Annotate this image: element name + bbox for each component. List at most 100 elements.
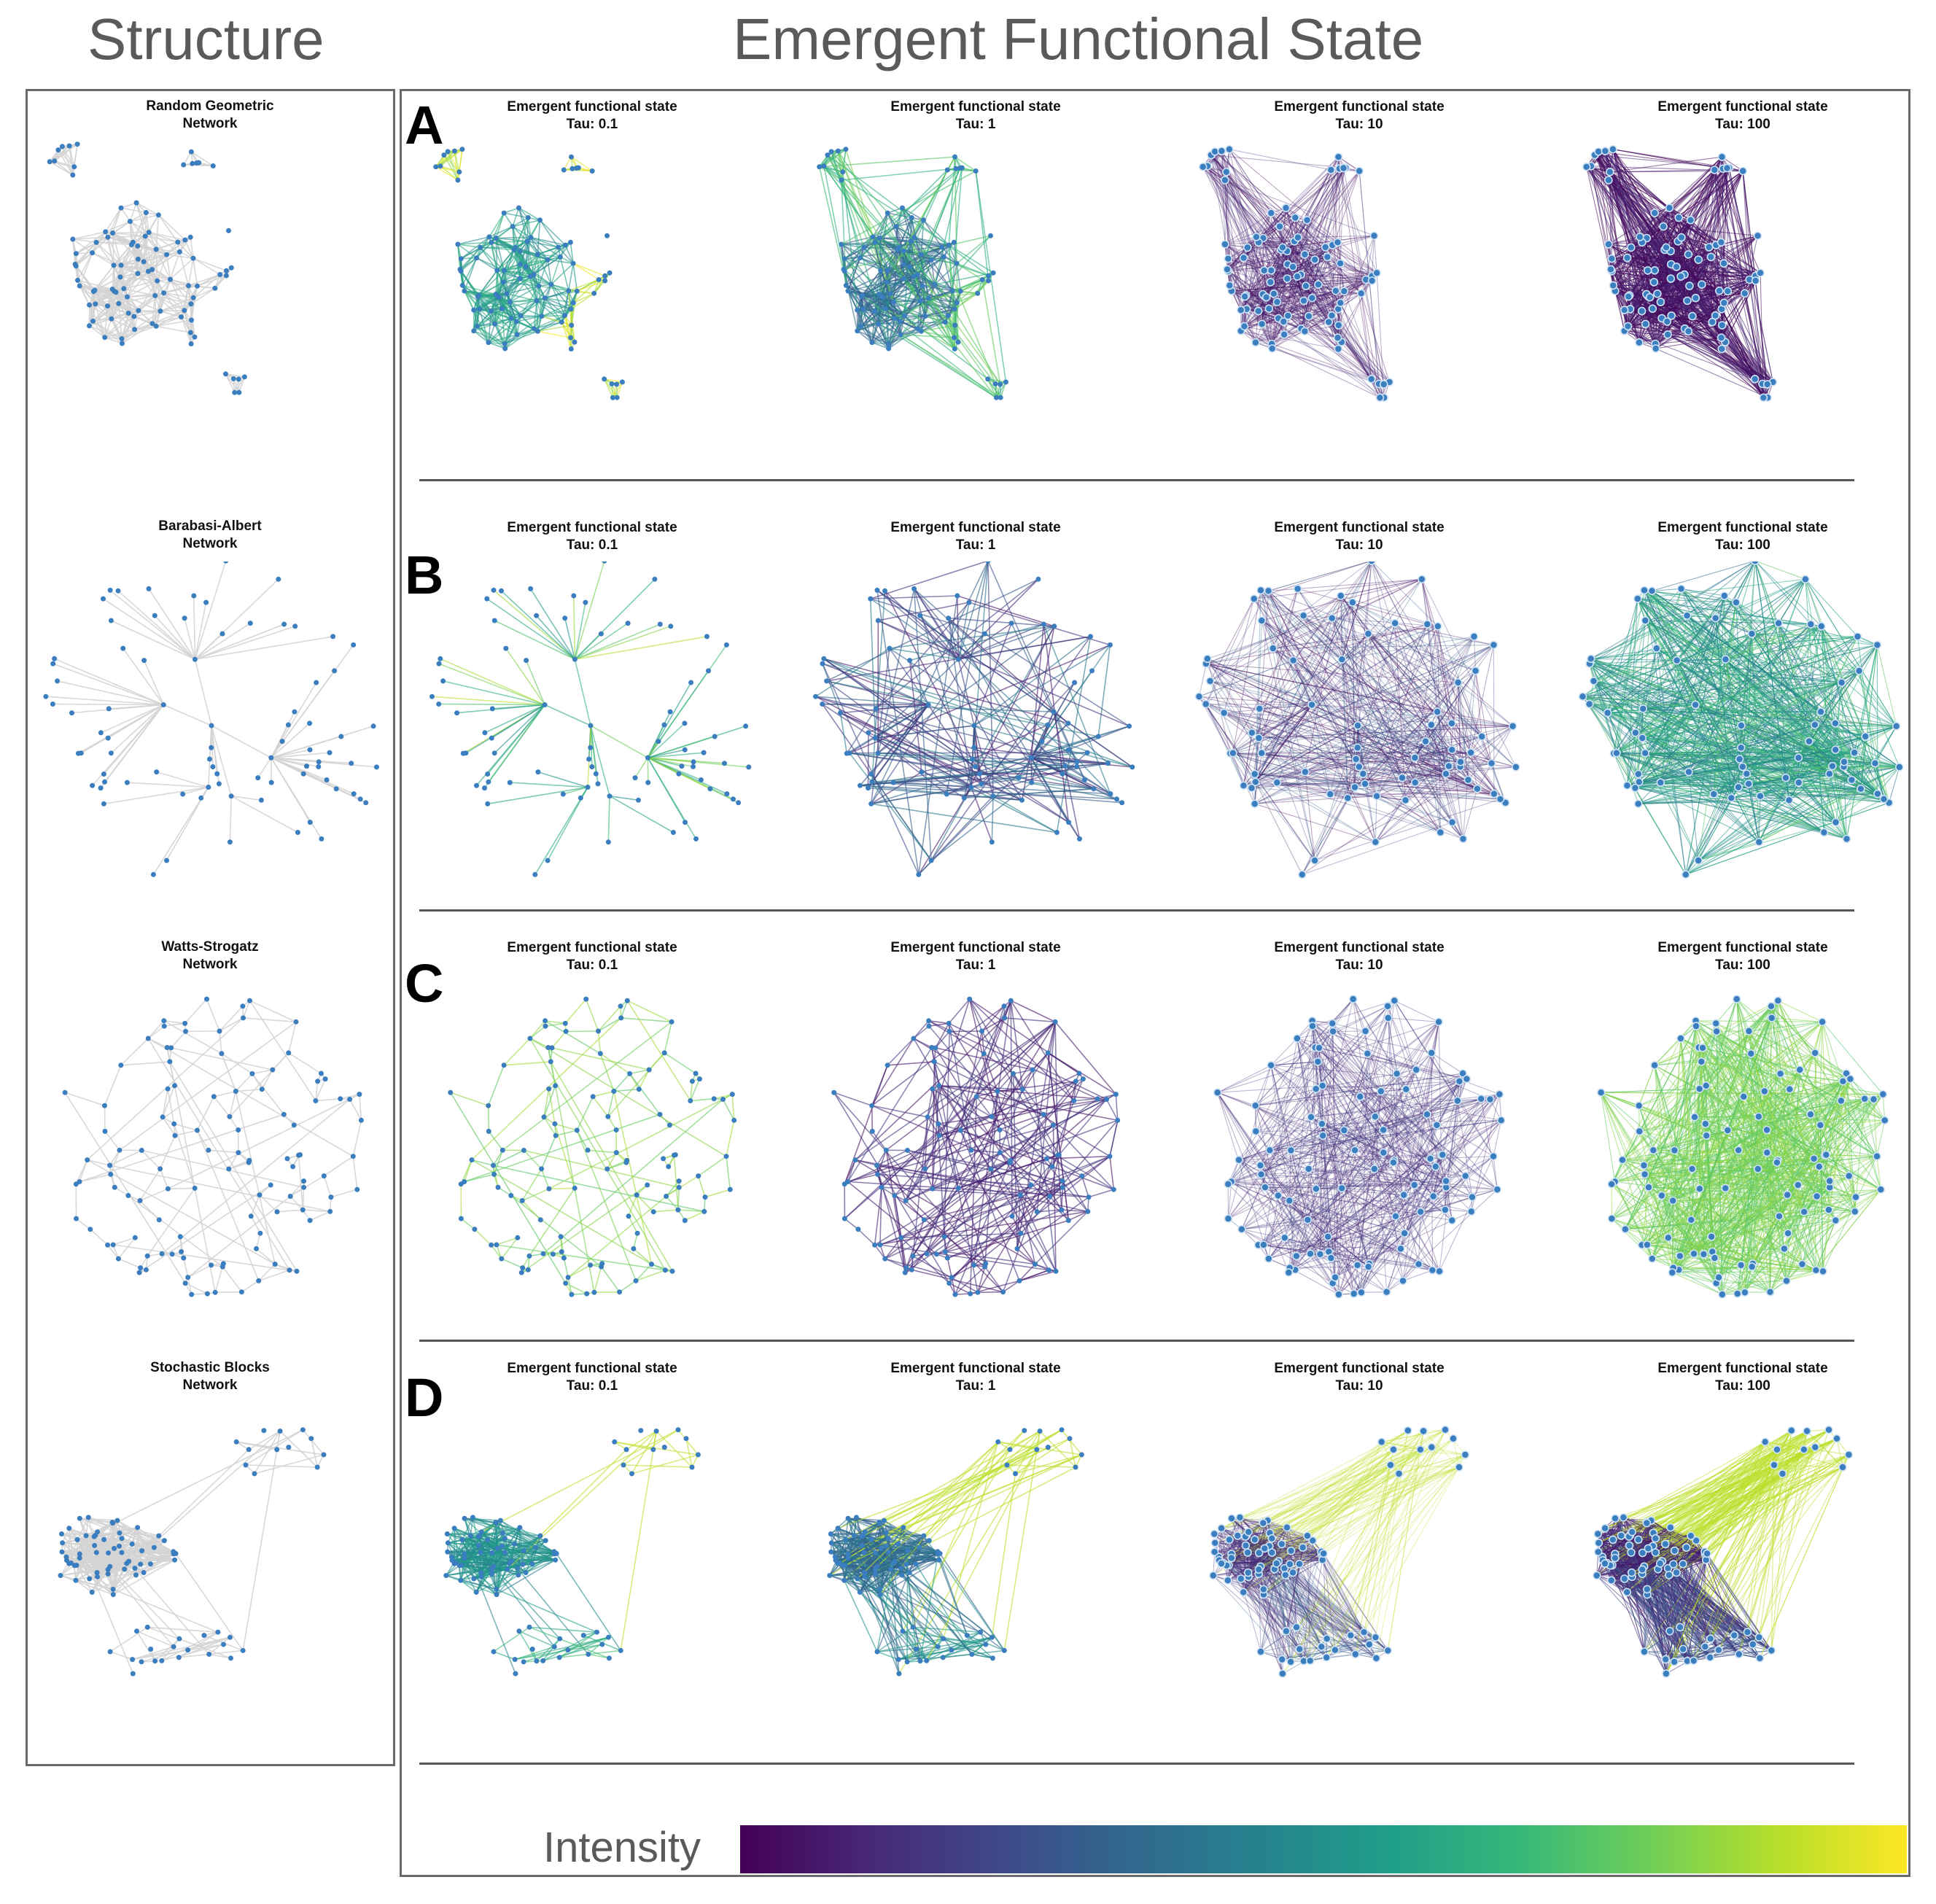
node — [840, 169, 846, 175]
edge — [1330, 169, 1377, 273]
edge — [85, 1517, 89, 1536]
node — [459, 282, 465, 288]
edge — [1271, 343, 1372, 380]
edge — [106, 1244, 120, 1259]
edge — [568, 279, 599, 292]
edge — [1304, 263, 1341, 332]
edge — [1226, 266, 1294, 270]
node — [1217, 147, 1226, 155]
edge — [477, 323, 495, 327]
edge — [541, 302, 574, 317]
edge — [559, 241, 572, 257]
node — [1225, 281, 1235, 290]
edge — [132, 241, 144, 263]
edge — [1264, 217, 1296, 271]
edge — [1207, 166, 1282, 250]
edge — [109, 1149, 120, 1166]
node — [179, 1249, 184, 1254]
nodes — [47, 141, 247, 395]
edge — [175, 1553, 244, 1651]
structure-graph-random-geometric — [47, 141, 247, 395]
node — [124, 780, 130, 785]
edge — [1300, 300, 1305, 329]
edge — [1328, 322, 1385, 385]
node — [236, 1150, 241, 1156]
node — [300, 1427, 306, 1433]
node — [307, 720, 313, 726]
edge — [1227, 236, 1257, 260]
edge — [118, 295, 155, 305]
edge — [129, 221, 146, 237]
node — [117, 1543, 122, 1549]
edge — [1308, 308, 1339, 317]
edge — [111, 312, 129, 320]
edge — [1318, 284, 1341, 303]
node — [192, 334, 198, 340]
node — [158, 1166, 163, 1172]
edge — [459, 257, 478, 271]
edge — [1243, 257, 1339, 310]
node — [118, 1062, 124, 1068]
edge — [499, 278, 521, 298]
node — [287, 1267, 292, 1273]
node — [85, 1515, 91, 1520]
node — [133, 200, 139, 206]
edge — [154, 295, 161, 311]
edges — [818, 148, 1007, 399]
nodes — [817, 147, 1008, 400]
edge — [149, 231, 185, 241]
edge — [1287, 254, 1305, 316]
node — [186, 283, 191, 289]
edge — [845, 149, 895, 303]
node — [261, 1428, 267, 1434]
edge — [1285, 207, 1295, 242]
edge — [1227, 258, 1273, 349]
edge — [112, 1588, 219, 1633]
edge — [1287, 278, 1319, 285]
node — [276, 576, 281, 582]
edge — [541, 284, 552, 316]
edge — [219, 1030, 222, 1054]
node — [209, 745, 214, 750]
edge — [1202, 166, 1267, 298]
edge — [1226, 236, 1257, 270]
edge — [1224, 179, 1257, 238]
edge — [130, 211, 147, 222]
edge — [1286, 259, 1315, 279]
edge — [114, 1547, 141, 1565]
node — [160, 1114, 166, 1120]
edge — [152, 292, 165, 324]
node — [357, 1092, 362, 1097]
edge — [1243, 257, 1372, 281]
edge — [187, 1277, 193, 1295]
edge — [930, 259, 936, 285]
edge — [109, 589, 195, 660]
edge — [1228, 237, 1299, 260]
edge — [981, 279, 1001, 385]
edge — [459, 149, 463, 172]
edge — [1308, 316, 1339, 326]
node — [574, 166, 579, 171]
edge — [890, 293, 955, 350]
node — [66, 1526, 72, 1531]
edge — [1318, 168, 1340, 285]
edge — [860, 246, 943, 298]
node — [223, 371, 228, 377]
node — [127, 219, 133, 225]
panel-tau-text: Tau: 0.1 — [566, 117, 618, 132]
node — [142, 233, 148, 239]
node — [195, 283, 200, 289]
edge — [111, 620, 195, 660]
edge — [111, 316, 134, 320]
node — [896, 244, 902, 250]
node — [523, 264, 529, 270]
edge — [457, 244, 481, 249]
node — [471, 328, 477, 334]
edge — [271, 644, 354, 758]
edge — [841, 179, 865, 248]
edge — [79, 1518, 176, 1555]
edge — [109, 1165, 330, 1213]
edge — [74, 1563, 127, 1566]
edge — [536, 300, 565, 316]
node — [241, 374, 247, 380]
